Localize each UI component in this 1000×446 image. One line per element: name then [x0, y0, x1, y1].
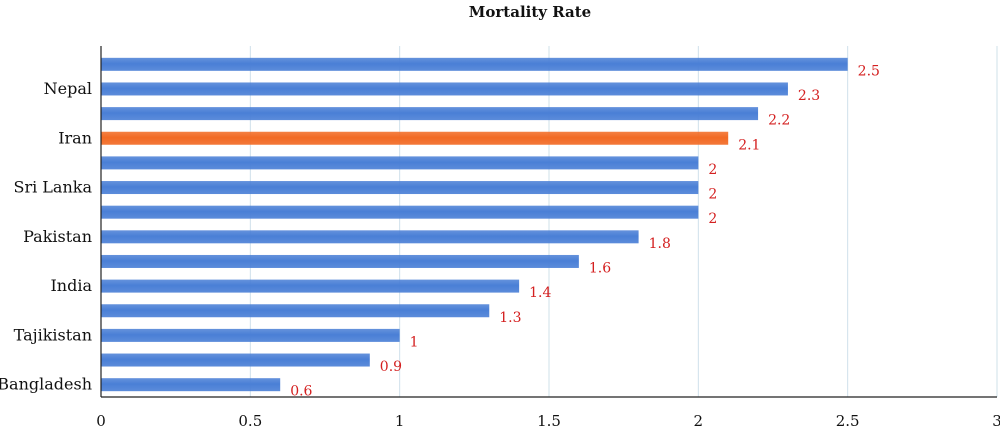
- labels: 0 0.5 1 1.5 2 2.5 3 2.5 2.3 Nepal 2.2 2.1 Iran 2 2 Sri …: [0, 63, 1000, 430]
- axes: [100, 46, 997, 398]
- bar-nepal: [101, 82, 788, 96]
- data-label: 2: [708, 162, 717, 178]
- category-label: Pakistan: [23, 227, 92, 246]
- data-label: 1.3: [499, 310, 521, 326]
- x-tick-label: 2.5: [836, 412, 860, 430]
- data-label: 1: [410, 334, 419, 350]
- category-label: Iran: [58, 128, 92, 147]
- bar-pakistan: [101, 230, 639, 244]
- data-label: 2.5: [858, 63, 880, 79]
- grid-lines: [249, 46, 998, 397]
- bar-row-13: [101, 353, 370, 367]
- bar-row-1: [101, 57, 848, 71]
- category-label: Sri Lanka: [13, 178, 92, 197]
- data-label: 2.3: [798, 88, 820, 104]
- data-label: 0.9: [380, 359, 402, 375]
- bar-row-7: [101, 205, 699, 219]
- bar-row-3: [101, 107, 759, 121]
- bar-bangladesh: [101, 378, 281, 392]
- category-label: Nepal: [44, 79, 92, 98]
- data-label: 2: [708, 211, 717, 227]
- bar-tajikistan: [101, 328, 400, 342]
- bar-row-11: [101, 304, 490, 318]
- data-label: 0.6: [290, 384, 312, 400]
- data-label: 2: [708, 187, 717, 203]
- category-label: Bangladesh: [0, 375, 92, 394]
- bar-row-9: [101, 254, 579, 268]
- bars: [101, 57, 848, 392]
- x-tick-label: 0: [96, 412, 106, 430]
- data-label: 1.6: [589, 260, 611, 276]
- bar-row-5: [101, 156, 699, 170]
- chart-title: Mortality Rate: [469, 3, 591, 21]
- data-label: 2.2: [768, 113, 790, 129]
- data-label: 1.8: [649, 236, 671, 252]
- category-label: Tajikistan: [14, 325, 92, 344]
- x-tick-label: 1.5: [537, 412, 561, 430]
- bar-sri-lanka: [101, 181, 699, 195]
- x-tick-label: 3: [992, 412, 1000, 430]
- x-tick-label: 2: [694, 412, 704, 430]
- bar-india: [101, 279, 520, 293]
- data-label: 2.1: [738, 137, 760, 153]
- data-label: 1.4: [529, 285, 551, 301]
- x-tick-label: 1: [395, 412, 405, 430]
- bar-iran: [101, 131, 729, 145]
- x-tick-label: 0.5: [238, 412, 262, 430]
- category-label: India: [50, 276, 92, 295]
